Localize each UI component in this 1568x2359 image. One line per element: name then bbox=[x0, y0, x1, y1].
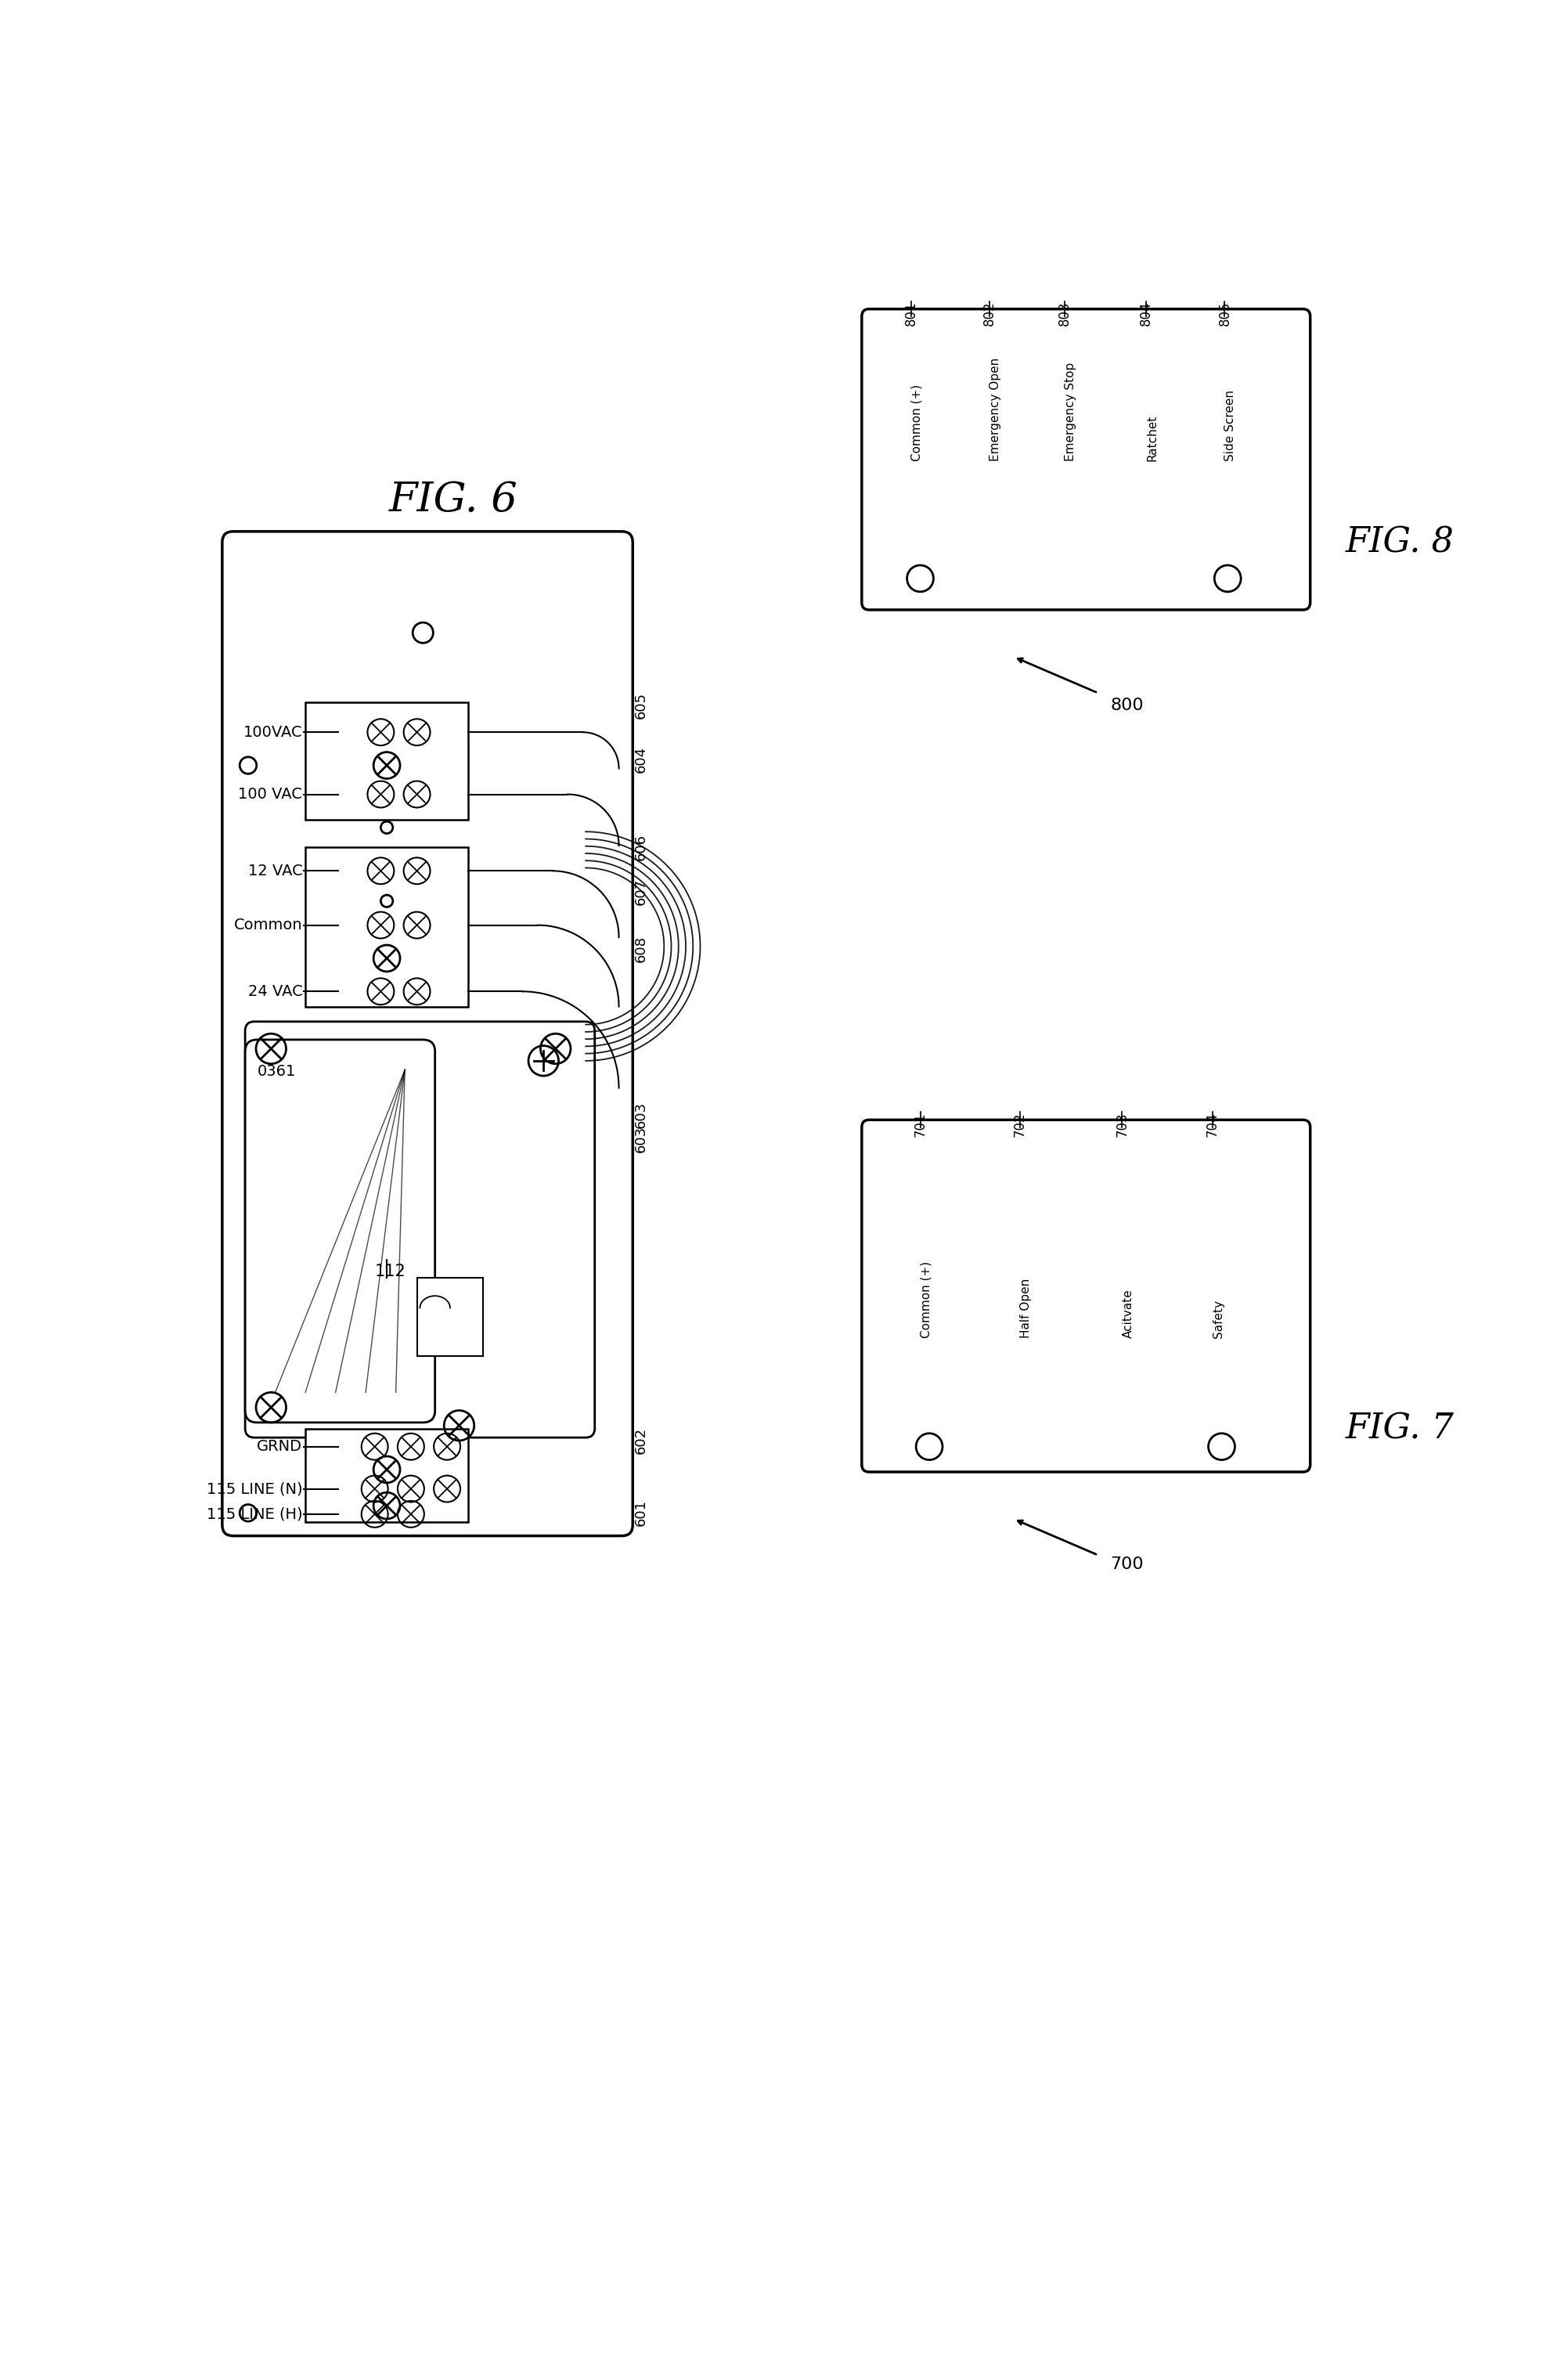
Text: 801: 801 bbox=[905, 302, 919, 326]
Text: 805: 805 bbox=[1218, 302, 1232, 326]
Text: 803: 803 bbox=[1058, 302, 1073, 326]
FancyBboxPatch shape bbox=[245, 1040, 434, 1422]
Text: Ratchet: Ratchet bbox=[1146, 415, 1159, 460]
Text: 602: 602 bbox=[633, 1427, 648, 1453]
Text: 804: 804 bbox=[1140, 302, 1154, 326]
Text: Common (+): Common (+) bbox=[920, 1262, 931, 1338]
Text: 601: 601 bbox=[633, 1500, 648, 1526]
Text: 115 LINE (H): 115 LINE (H) bbox=[207, 1507, 303, 1522]
Text: 603: 603 bbox=[633, 1102, 648, 1128]
Text: Emergency Stop: Emergency Stop bbox=[1065, 361, 1077, 460]
Text: 100 VAC: 100 VAC bbox=[238, 788, 303, 802]
Text: Emergency Open: Emergency Open bbox=[989, 356, 1002, 460]
Text: Side Screen: Side Screen bbox=[1225, 389, 1237, 460]
Bar bbox=[306, 847, 469, 1007]
Text: 802: 802 bbox=[983, 302, 997, 326]
Text: 0361: 0361 bbox=[257, 1064, 296, 1078]
Bar bbox=[306, 1430, 469, 1522]
Text: 702: 702 bbox=[1013, 1111, 1027, 1137]
Text: 800: 800 bbox=[1110, 698, 1143, 712]
Text: Safety: Safety bbox=[1212, 1300, 1225, 1338]
FancyBboxPatch shape bbox=[862, 1121, 1311, 1472]
Text: 604: 604 bbox=[633, 745, 648, 774]
Text: Common (+): Common (+) bbox=[911, 385, 924, 460]
FancyBboxPatch shape bbox=[862, 309, 1311, 611]
Text: 608: 608 bbox=[633, 937, 648, 962]
Text: 115 LINE (N): 115 LINE (N) bbox=[207, 1481, 303, 1496]
Text: 24 VAC: 24 VAC bbox=[248, 984, 303, 998]
Bar bbox=[306, 703, 469, 819]
Text: Acitvate: Acitvate bbox=[1123, 1288, 1134, 1338]
Text: 703: 703 bbox=[1115, 1111, 1129, 1137]
Text: 100VAC: 100VAC bbox=[243, 724, 303, 741]
Text: 12 VAC: 12 VAC bbox=[248, 863, 303, 878]
Text: 701: 701 bbox=[913, 1111, 927, 1137]
Text: 603: 603 bbox=[633, 1125, 648, 1154]
Text: GRND: GRND bbox=[257, 1439, 303, 1453]
Text: 606: 606 bbox=[633, 833, 648, 861]
FancyBboxPatch shape bbox=[223, 531, 633, 1536]
Text: 704: 704 bbox=[1206, 1111, 1220, 1137]
Text: 607: 607 bbox=[633, 878, 648, 906]
Text: FIG. 6: FIG. 6 bbox=[389, 481, 517, 519]
Text: Half Open: Half Open bbox=[1019, 1279, 1032, 1338]
Text: FIG. 8: FIG. 8 bbox=[1345, 526, 1454, 559]
Text: Common: Common bbox=[234, 918, 303, 932]
FancyBboxPatch shape bbox=[245, 1021, 594, 1437]
Text: 112: 112 bbox=[375, 1264, 406, 1279]
Text: 700: 700 bbox=[1110, 1557, 1143, 1571]
Bar bbox=[417, 1279, 483, 1356]
Text: 605: 605 bbox=[633, 691, 648, 719]
Text: FIG. 7: FIG. 7 bbox=[1345, 1411, 1454, 1446]
